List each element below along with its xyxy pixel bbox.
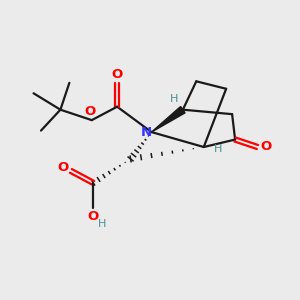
- Text: O: O: [112, 68, 123, 81]
- Text: H: H: [214, 143, 222, 154]
- Polygon shape: [152, 106, 185, 132]
- Text: O: O: [85, 105, 96, 118]
- Text: O: O: [57, 161, 68, 174]
- Text: O: O: [260, 140, 272, 153]
- Text: N: N: [141, 126, 152, 139]
- Text: H: H: [98, 219, 106, 229]
- Text: H: H: [170, 94, 178, 104]
- Text: O: O: [88, 210, 99, 223]
